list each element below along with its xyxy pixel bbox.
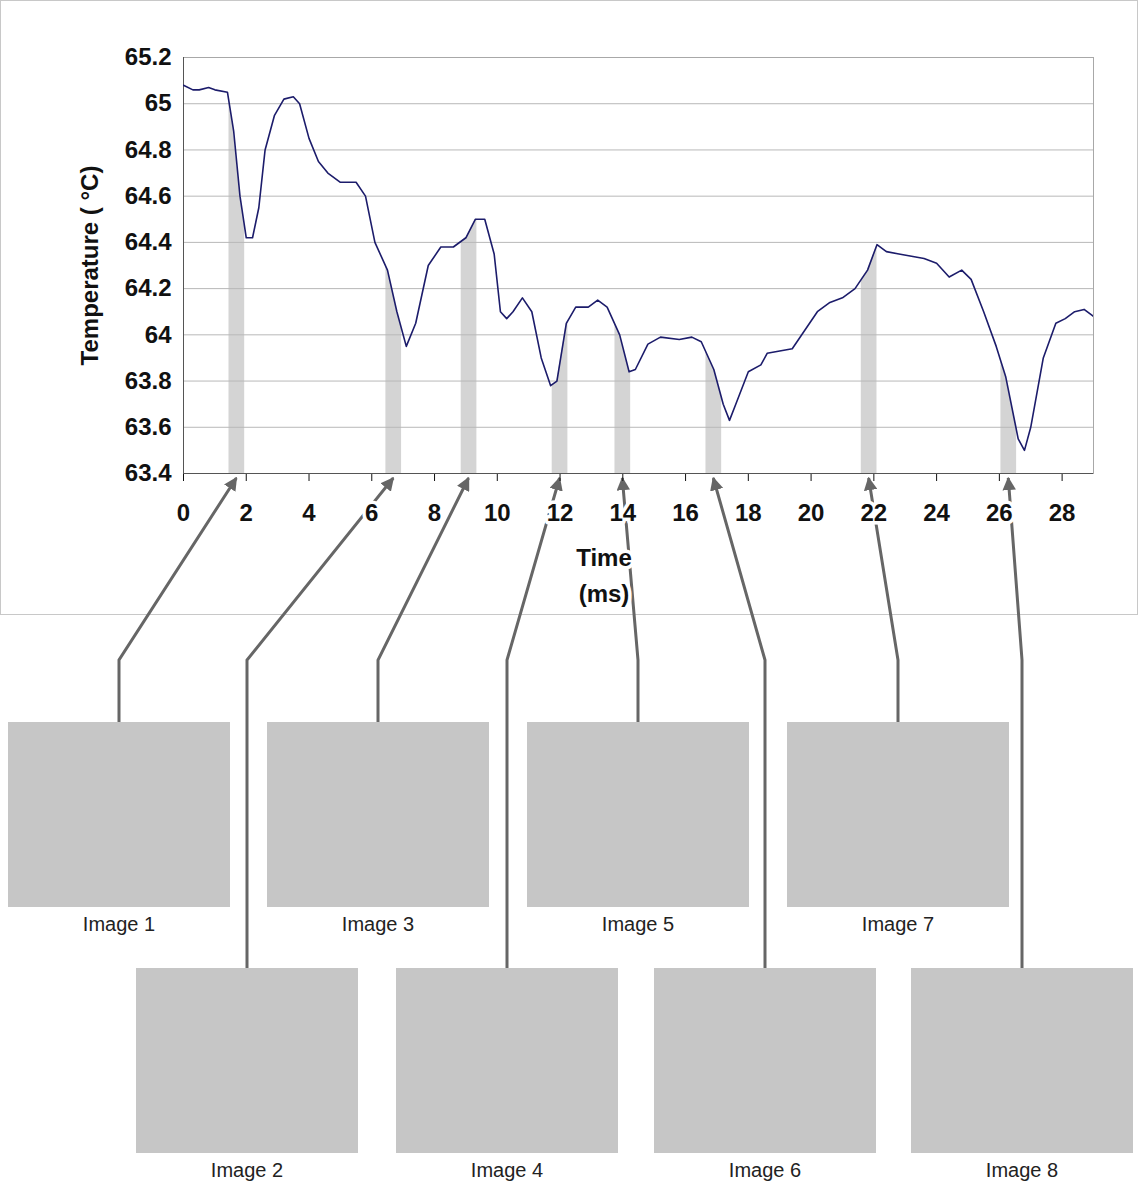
- svg-text:6: 6: [365, 499, 378, 526]
- svg-text:22: 22: [860, 499, 887, 526]
- svg-text:Temperature ( °C): Temperature ( °C): [76, 166, 103, 366]
- html-text:Image 5: Image 5: [601, 913, 675, 935]
- svg-text:12: 12: [547, 499, 574, 526]
- svg-text:64: 64: [145, 321, 172, 348]
- svg-text:4: 4: [302, 499, 316, 526]
- html-text:Image 7: Image 7: [861, 913, 935, 935]
- svg-text:28: 28: [1049, 499, 1076, 526]
- svg-text:24: 24: [923, 499, 950, 526]
- svg-text:64.6: 64.6: [125, 182, 172, 209]
- svg-text:64.2: 64.2: [125, 274, 172, 301]
- svg-text:20: 20: [798, 499, 825, 526]
- html-text:Image 8: Image 8: [985, 1159, 1059, 1181]
- svg-text:Time: Time: [576, 544, 632, 571]
- svg-text:14: 14: [609, 499, 636, 526]
- svg-text:65: 65: [145, 89, 172, 116]
- svg-text:63.6: 63.6: [125, 413, 172, 440]
- svg-text:16: 16: [672, 499, 699, 526]
- svg-text:10: 10: [484, 499, 511, 526]
- svg-text:63.8: 63.8: [125, 367, 172, 394]
- svg-text:2: 2: [240, 499, 253, 526]
- svg-text:65.2: 65.2: [125, 43, 172, 70]
- svg-text:0: 0: [177, 499, 190, 526]
- html-text:Image 2: Image 2: [210, 1159, 284, 1181]
- svg-text:64.4: 64.4: [125, 228, 172, 255]
- html-text:Image 1: Image 1: [82, 913, 156, 935]
- html-text:Image 4: Image 4: [470, 1159, 544, 1181]
- svg-text:26: 26: [986, 499, 1013, 526]
- svg-text:63.4: 63.4: [125, 459, 172, 486]
- html-text:Image 6: Image 6: [728, 1159, 802, 1181]
- svg-text:8: 8: [428, 499, 441, 526]
- svg-text:18: 18: [735, 499, 762, 526]
- svg-text:(ms): (ms): [579, 580, 630, 607]
- svg-text:64.8: 64.8: [125, 136, 172, 163]
- html-text:Image 3: Image 3: [341, 913, 415, 935]
